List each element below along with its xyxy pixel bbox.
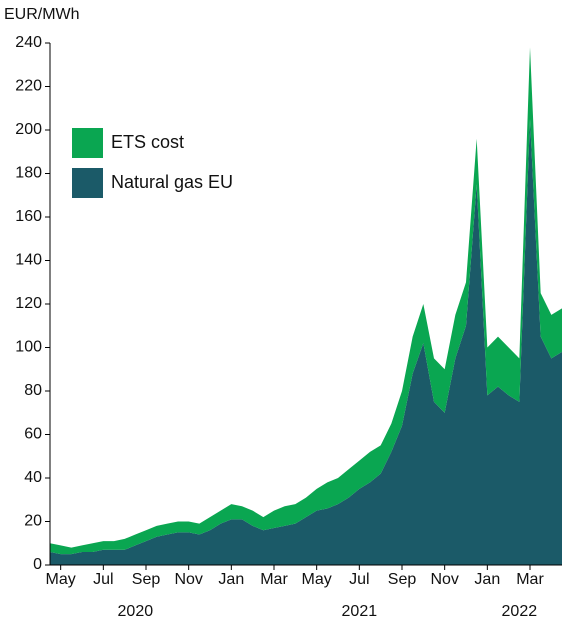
x-tick-label: Jan	[218, 571, 244, 588]
y-tick-label: 180	[15, 165, 42, 182]
legend-label: ETS cost	[111, 132, 184, 152]
legend-swatch	[72, 128, 103, 158]
y-tick-label: 140	[15, 252, 42, 269]
x-tick-label: Jan	[474, 571, 500, 588]
y-tick-label: 160	[15, 208, 42, 225]
y-tick-label: 200	[15, 121, 42, 138]
legend-swatch	[72, 168, 103, 198]
x-tick-label: Mar	[260, 571, 288, 588]
x-tick-label: Jul	[93, 571, 113, 588]
area	[50, 119, 562, 565]
y-tick-label: 20	[24, 513, 42, 530]
y-tick-label: 60	[24, 426, 42, 443]
x-tick-label: Jul	[349, 571, 369, 588]
year-label: 2021	[342, 603, 378, 620]
x-tick-label: Mar	[516, 571, 544, 588]
x-tick-label: May	[302, 571, 332, 588]
x-tick-label: Sep	[132, 571, 161, 588]
year-label: 2020	[118, 603, 154, 620]
x-tick-label: Nov	[430, 571, 458, 588]
year-label: 2022	[502, 603, 538, 620]
y-axis-label: EUR/MWh	[4, 6, 80, 23]
y-tick-label: 100	[15, 339, 42, 356]
x-tick-label: Nov	[174, 571, 202, 588]
legend-label: Natural gas EU	[111, 172, 233, 192]
y-tick-label: 240	[15, 34, 42, 51]
x-tick-label: Sep	[388, 571, 417, 588]
y-tick-label: 120	[15, 295, 42, 312]
y-tick-label: 80	[24, 382, 42, 399]
y-tick-label: 40	[24, 469, 42, 486]
y-tick-label: 220	[15, 78, 42, 95]
x-tick-label: May	[46, 571, 76, 588]
y-tick-label: 0	[33, 556, 42, 573]
